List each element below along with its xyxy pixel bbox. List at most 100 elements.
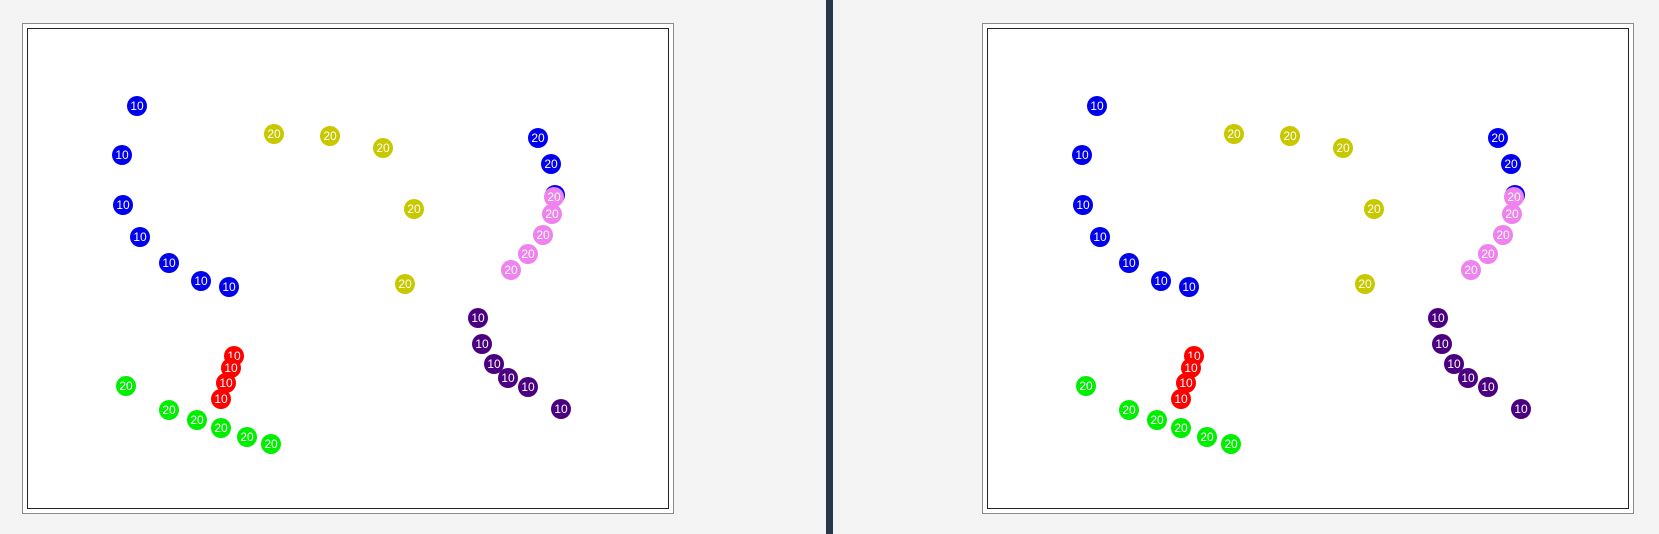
dot-token[interactable]: 10 [191,271,211,291]
dot-token[interactable]: 20 [1504,187,1524,207]
left-board-panel: 1010101010101020202020202020202020202020… [22,23,674,514]
dot-label: 20 [1150,413,1164,427]
dot-token[interactable]: 20 [1461,260,1481,280]
left-board-canvas[interactable]: 1010101010101020202020202020202020202020… [23,24,675,515]
dot-token[interactable]: 10 [498,368,518,388]
dot-token[interactable]: 10 [127,96,147,116]
dot-token[interactable]: 20 [1197,427,1217,447]
dot-label: 20 [1507,190,1521,204]
dot-token[interactable]: 10 [159,253,179,273]
dot-token[interactable]: 20 [542,204,562,224]
dot-token[interactable]: 20 [1147,410,1167,430]
dot-token[interactable]: 20 [1280,126,1300,146]
dot-label: 20 [1358,277,1372,291]
dot-token[interactable]: 20 [187,410,207,430]
dot-token[interactable]: 10 [1072,145,1092,165]
dot-token[interactable]: 10 [1119,253,1139,273]
dot-token[interactable]: 20 [1171,418,1191,438]
dot-token[interactable]: 20 [1501,154,1521,174]
dot-token[interactable]: 20 [528,128,548,148]
dot-token[interactable]: 20 [395,274,415,294]
dot-token[interactable]: 20 [1076,376,1096,396]
dot-token[interactable]: 10 [1179,277,1199,297]
dot-label: 20 [1491,131,1505,145]
dot-token[interactable]: 20 [237,427,257,447]
dot-token[interactable]: 20 [1493,225,1513,245]
dot-token[interactable]: 20 [544,187,564,207]
dot-token[interactable]: 10 [112,145,132,165]
dot-token[interactable]: 10 [1090,227,1110,247]
dot-label: 20 [323,129,337,143]
dot-label: 20 [545,207,559,221]
dot-token[interactable]: 10 [130,227,150,247]
dot-token[interactable]: 10 [551,399,571,419]
dot-token[interactable]: 20 [373,138,393,158]
dot-token[interactable]: 20 [1355,274,1375,294]
dot-token[interactable]: 20 [501,260,521,280]
dot-label: 20 [119,379,133,393]
dot-token[interactable]: 10 [211,389,231,409]
dot-label: 20 [1227,127,1241,141]
dot-token[interactable]: 20 [1224,124,1244,144]
dot-label: 20 [1283,129,1297,143]
dot-label: 20 [1224,437,1238,451]
dot-token[interactable]: 10 [468,308,488,328]
dot-label: 20 [1505,207,1519,221]
dot-label: 20 [267,127,281,141]
dot-label: 10 [162,256,176,270]
dot-token[interactable]: 20 [1119,400,1139,420]
dot-token[interactable]: 10 [1511,399,1531,419]
dot-label: 20 [1367,202,1381,216]
dot-token[interactable]: 20 [1502,204,1522,224]
dot-token[interactable]: 20 [541,154,561,174]
dot-label: 20 [544,157,558,171]
dot-label: 20 [398,277,412,291]
dot-token[interactable]: 10 [1087,96,1107,116]
dot-label: 10 [115,148,129,162]
dot-token[interactable]: 20 [1478,244,1498,264]
dot-token[interactable]: 20 [518,244,538,264]
dot-token[interactable]: 10 [1432,334,1452,354]
dot-token[interactable]: 10 [113,195,133,215]
dot-token[interactable]: 10 [1151,271,1171,291]
dot-label: 20 [1122,403,1136,417]
panel-divider[interactable] [826,0,833,534]
dot-label: 10 [194,274,208,288]
dot-token[interactable]: 10 [1073,195,1093,215]
dot-token[interactable]: 20 [116,376,136,396]
dot-token[interactable]: 10 [1171,389,1191,409]
dot-token[interactable]: 10 [1458,368,1478,388]
dot-token[interactable]: 20 [1221,434,1241,454]
dot-token[interactable]: 20 [1488,128,1508,148]
dot-token[interactable]: 10 [518,377,538,397]
dot-label: 10 [1481,380,1495,394]
dot-token[interactable]: 20 [264,124,284,144]
dot-label: 20 [1504,157,1518,171]
dot-token[interactable]: 20 [211,418,231,438]
dot-label: 20 [214,421,228,435]
dot-label: 10 [1447,357,1461,371]
dot-label: 20 [162,403,176,417]
dot-label: 20 [531,131,545,145]
dot-token[interactable]: 10 [1428,308,1448,328]
dot-token[interactable]: 10 [1478,377,1498,397]
dot-label: 10 [1435,337,1449,351]
dot-label: 10 [224,361,238,375]
dot-token[interactable]: 10 [472,334,492,354]
dot-label: 10 [219,376,233,390]
dot-label: 10 [1179,376,1193,390]
dot-label: 10 [475,337,489,351]
dot-token[interactable]: 10 [219,277,239,297]
dot-label: 20 [1464,263,1478,277]
dot-label: 20 [1079,379,1093,393]
dot-token[interactable]: 20 [1333,138,1353,158]
dot-token[interactable]: 20 [159,400,179,420]
dot-token[interactable]: 20 [533,225,553,245]
dot-token[interactable]: 20 [320,126,340,146]
dot-label: 10 [1076,198,1090,212]
dot-token[interactable]: 20 [261,434,281,454]
dot-token[interactable]: 20 [404,199,424,219]
dot-label: 10 [1461,371,1475,385]
right-board-canvas[interactable]: 1010101010101020202020202020202020202020… [983,24,1635,515]
dot-token[interactable]: 20 [1364,199,1384,219]
